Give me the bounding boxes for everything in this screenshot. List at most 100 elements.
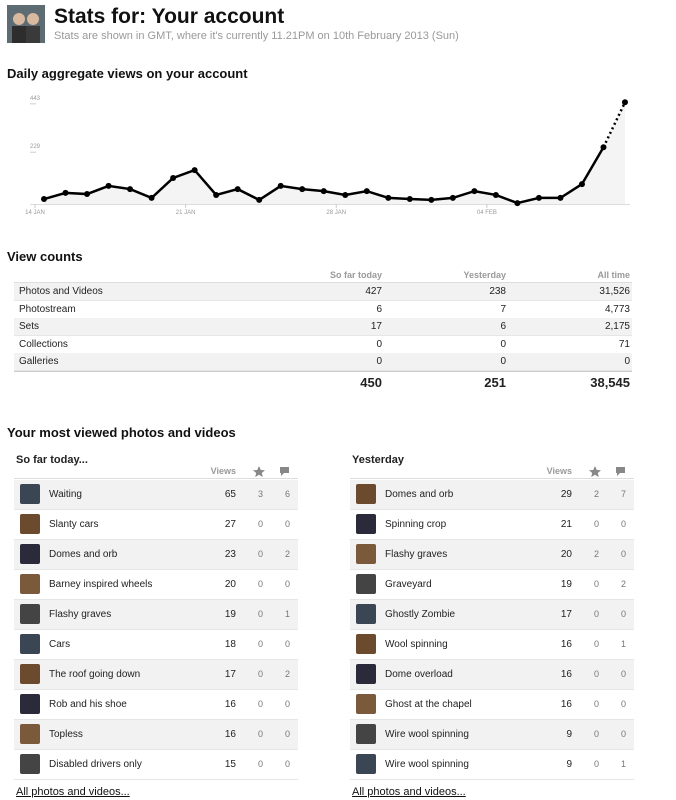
views: 20	[560, 549, 572, 560]
all-photos-link[interactable]: All photos and videos...	[352, 786, 466, 798]
row-label: Galleries	[19, 356, 59, 367]
row-label: Photostream	[19, 303, 76, 315]
favs: 0	[257, 639, 263, 649]
photo-title[interactable]: Topless	[49, 729, 83, 740]
thumbnail	[356, 574, 376, 594]
row-bg	[14, 660, 298, 690]
row-bg	[14, 540, 298, 570]
all-photos-link[interactable]: All photos and videos...	[16, 786, 130, 798]
row-bg	[14, 353, 632, 371]
views: 21	[560, 519, 572, 530]
row-bg	[350, 570, 634, 600]
row-label: Photos and Videos	[19, 286, 103, 297]
point	[578, 181, 585, 188]
comments: 6	[284, 489, 290, 499]
views: 17	[224, 669, 236, 680]
favs: 0	[257, 699, 263, 709]
count: 0	[376, 338, 382, 350]
star-icon	[253, 466, 265, 477]
photo-title[interactable]: Disabled drivers only	[49, 759, 142, 770]
views: 27	[224, 519, 236, 530]
count: 4,773	[604, 303, 630, 315]
photo-title[interactable]: Flashy graves	[49, 609, 112, 620]
x-tick-label: 14 JAN	[25, 210, 45, 216]
header-rule	[350, 478, 634, 479]
point	[105, 182, 112, 189]
favs: 0	[593, 729, 599, 739]
thumbnail	[20, 724, 40, 744]
favs: 0	[593, 609, 599, 619]
comments: 0	[284, 519, 290, 529]
photo-title[interactable]: Domes and orb	[385, 489, 454, 500]
thumbnail	[356, 694, 376, 714]
photo-title[interactable]: Ghost at the chapel	[385, 699, 472, 710]
chart: 229 443 14 JAN 21 JAN 28 JAN 04 FEB	[25, 96, 630, 216]
photo-title[interactable]: Wire wool spinning	[385, 759, 469, 770]
row-bg	[14, 750, 298, 780]
row-bg	[350, 660, 634, 690]
photo-title[interactable]: Slanty cars	[49, 519, 99, 530]
total: 38,545	[590, 375, 630, 390]
subtitle: Stats are shown in GMT, where it's curre…	[54, 30, 459, 42]
favs: 0	[593, 639, 599, 649]
y-tick-label: 229	[30, 144, 41, 150]
views: 9	[566, 759, 572, 770]
section-title: Your most viewed photos and videos	[7, 425, 236, 440]
photo-title[interactable]: Spinning crop	[385, 519, 447, 530]
favs: 0	[593, 579, 599, 589]
photo-title[interactable]: Cars	[49, 639, 71, 650]
count: 0	[376, 356, 382, 367]
row-bg	[14, 570, 298, 600]
list-heading: So far today...	[16, 454, 88, 466]
views-header: Views	[546, 466, 572, 476]
thumbnail	[356, 634, 376, 654]
point	[320, 188, 327, 195]
photo-title[interactable]: Wool spinning	[385, 639, 448, 650]
point	[256, 196, 263, 203]
favs: 0	[257, 759, 263, 769]
favs: 0	[257, 549, 263, 559]
line-dashed	[602, 101, 627, 148]
photo-title[interactable]: The roof going down	[49, 669, 141, 680]
favs: 0	[257, 579, 263, 589]
photo-title[interactable]: Ghostly Zombie	[385, 609, 456, 620]
point	[406, 196, 413, 203]
photo-title[interactable]: Graveyard	[385, 579, 432, 590]
views: 20	[224, 579, 236, 590]
favs: 0	[593, 699, 599, 709]
photo-title[interactable]: Wire wool spinning	[385, 729, 469, 740]
comments: 2	[284, 669, 290, 679]
point	[428, 196, 435, 203]
comment-icon	[280, 467, 289, 476]
point	[234, 186, 241, 193]
count: 17	[370, 321, 382, 332]
comments: 1	[284, 609, 290, 619]
total: 251	[484, 375, 506, 390]
photo-title[interactable]: Rob and his shoe	[49, 699, 127, 710]
point	[385, 194, 392, 201]
avatar	[7, 5, 45, 43]
views: 16	[224, 729, 236, 740]
thumbnail	[20, 604, 40, 624]
views: 16	[224, 699, 236, 710]
comment-icon	[616, 467, 625, 476]
photo-title[interactable]: Dome overload	[385, 669, 453, 680]
count: 31,526	[599, 286, 630, 297]
comments: 0	[620, 519, 626, 529]
column-icons	[253, 466, 289, 477]
list-heading: Yesterday	[352, 454, 404, 466]
row-bg	[350, 480, 634, 510]
photo-title[interactable]: Waiting	[49, 489, 82, 500]
photo-title[interactable]: Domes and orb	[49, 549, 118, 560]
row-bg	[14, 630, 298, 660]
row-label: Sets	[19, 321, 40, 332]
views: 9	[566, 729, 572, 740]
thumbnail	[356, 754, 376, 774]
photo-title[interactable]: Barney inspired wheels	[49, 579, 153, 590]
views: 65	[224, 489, 236, 500]
x-tick-label: 28 JAN	[326, 210, 346, 216]
point	[342, 191, 349, 198]
point	[148, 194, 155, 201]
photo-title[interactable]: Flashy graves	[385, 549, 448, 560]
count: 6	[376, 303, 382, 315]
